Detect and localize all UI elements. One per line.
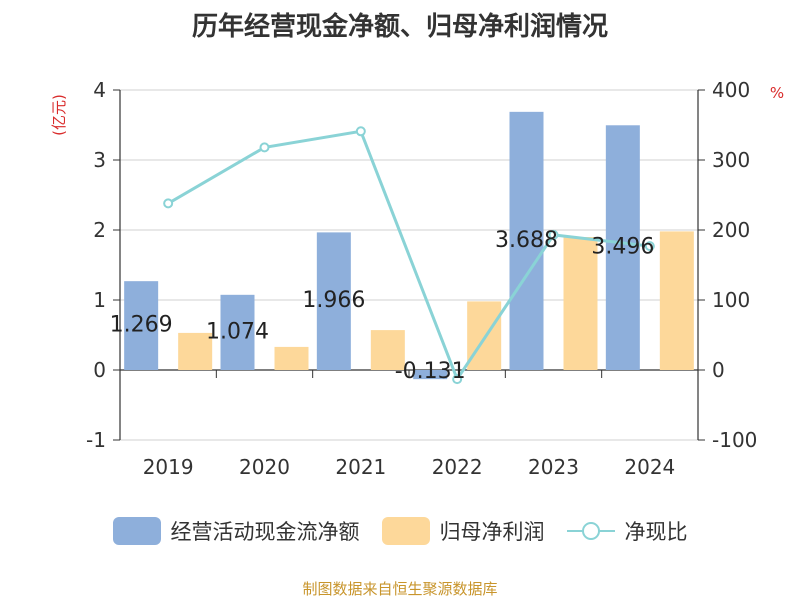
legend-swatch-net-profit [381,517,430,545]
data-label-cash-flow: 1.269 [110,313,173,338]
bar-net-profit [659,231,694,370]
ratio-point [355,126,366,137]
bar-net-profit [178,332,213,370]
y2-axis-label: % [770,84,784,102]
data-label-cash-flow: 3.496 [591,235,654,260]
legend-item-net-profit[interactable]: 归母净利润 [381,516,545,546]
ratio-point [452,374,463,385]
y2-tick-label: 100 [712,288,750,312]
legend-label-net-profit: 归母净利润 [439,520,545,544]
source-note: 制图数据来自恒生聚源数据库 [302,580,498,598]
legend-item-cash-flow[interactable]: 经营活动现金流净额 [112,516,360,546]
legend-swatch-ratio [566,517,615,545]
y-tick-label: 4 [93,78,106,102]
ratio-point [259,142,270,153]
x-tick-label: 2024 [624,455,675,479]
y-tick-label: 2 [93,218,106,242]
data-label-cash-flow: -0.131 [395,359,466,384]
legend-swatch-cash-flow [112,517,161,545]
bar-net-profit [467,301,502,370]
y-tick-label: 0 [93,358,106,382]
bar-cash-flow [124,281,159,370]
x-tick-label: 2021 [335,455,386,479]
ratio-point [163,198,174,209]
x-tick-label: 2020 [239,455,290,479]
legend-item-ratio[interactable]: 净现比 [566,516,688,546]
x-tick-label: 2022 [432,455,483,479]
bar-cash-flow [605,125,640,370]
bar-cash-flow [220,294,255,370]
bar-net-profit [370,330,405,370]
bar-net-profit [563,237,598,370]
y2-tick-label: 400 [712,78,750,102]
legend-label-ratio: 净现比 [624,520,688,544]
data-label-cash-flow: 3.688 [495,228,558,253]
chart-title: 历年经营现金净额、归母净利润情况 [191,12,608,42]
ratio-point [548,229,559,240]
y2-tick-label: -100 [712,428,757,452]
y-tick-label: -1 [86,428,106,452]
data-label-cash-flow: 1.074 [206,319,269,344]
bar-net-profit [274,346,309,370]
x-tick-label: 2019 [143,455,194,479]
y2-tick-label: 200 [712,218,750,242]
y2-tick-label: 300 [712,148,750,172]
bar-cash-flow [509,111,544,370]
y-tick-label: 3 [93,148,106,172]
legend: 经营活动现金流净额 归母净利润 净现比 [0,516,800,546]
y-tick-label: 1 [93,288,106,312]
data-label-cash-flow: 1.966 [302,288,365,313]
bar-cash-flow [316,232,351,370]
bar-cash-flow [413,370,448,380]
y-axis-label: (亿元) [50,94,68,136]
ratio-line [167,129,651,383]
x-tick-label: 2023 [528,455,579,479]
ratio-point [644,241,655,252]
y2-tick-label: 0 [712,358,725,382]
legend-label-cash-flow: 经营活动现金流净额 [170,520,360,544]
